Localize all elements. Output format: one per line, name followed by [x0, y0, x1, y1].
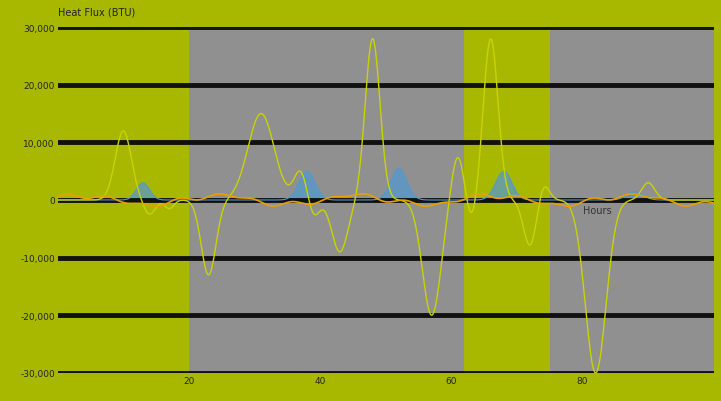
Text: Hours: Hours [583, 206, 611, 216]
Text: Heat Flux (BTU): Heat Flux (BTU) [58, 8, 135, 18]
Bar [189, 28, 464, 373]
Bar [550, 28, 714, 373]
